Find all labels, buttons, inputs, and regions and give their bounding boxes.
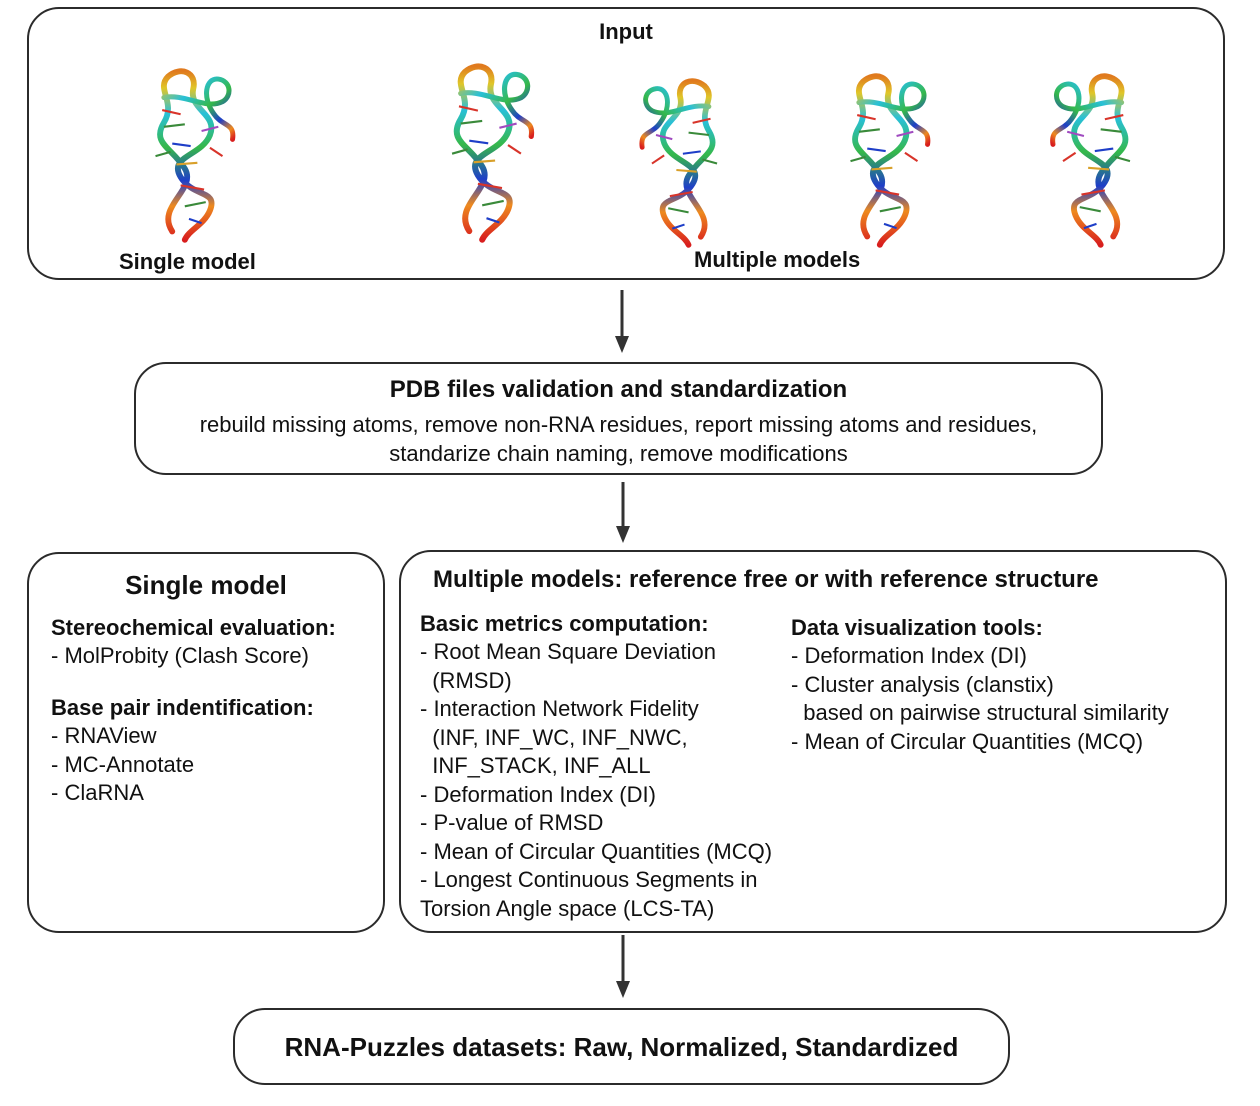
basepair-section: Base pair indentification: - RNAView - M… xyxy=(51,694,314,808)
list-item: (RMSD) xyxy=(420,667,512,693)
list-item: - Root Mean Square Deviation xyxy=(420,639,716,664)
arrow-down-icon xyxy=(615,290,629,353)
validation-title: PDB files validation and standardization xyxy=(389,376,848,403)
list-item: - MolProbity (Clash Score) xyxy=(51,643,309,668)
list-item: (INF, INF_WC, INF_NWC, xyxy=(420,724,688,750)
list-item: - ClaRNA xyxy=(51,780,144,805)
multi-rna-structure-4 xyxy=(1004,69,1189,249)
list-item: - P-value of RMSD xyxy=(420,810,604,835)
viz-tools-section: Data visualization tools: - Deformation … xyxy=(791,614,1169,756)
stereo-heading: Stereochemical evaluation: xyxy=(51,615,336,640)
list-item: based on pairwise structural similarity xyxy=(791,700,1169,725)
validation-line-2: standarize chain naming, remove modifica… xyxy=(389,441,848,466)
multi-rna-structure-2 xyxy=(607,74,762,249)
list-item: INF_STACK, INF_ALL xyxy=(420,753,651,778)
arrow-down-icon xyxy=(616,482,630,543)
list-item: - Interaction Network Fidelity xyxy=(420,696,699,721)
single-model-title: Single model xyxy=(125,570,287,600)
input-panel: Input Single model Multiple models xyxy=(27,7,1225,280)
basic-metrics-heading: Basic metrics computation: xyxy=(420,611,709,636)
list-item: Torsion Angle space (LCS-TA) xyxy=(420,895,715,921)
validation-box: PDB files validation and standardization… xyxy=(134,362,1103,475)
input-title: Input xyxy=(599,19,653,44)
multiple-models-box: Multiple models: reference free or with … xyxy=(399,550,1227,933)
multiple-models-title: Multiple models: reference free or with … xyxy=(433,566,1099,593)
arrow-down-icon xyxy=(616,935,630,998)
single-rna-structure xyxy=(129,64,249,244)
validation-line-1: rebuild missing atoms, remove non-RNA re… xyxy=(199,412,1038,437)
basepair-heading: Base pair indentification: xyxy=(51,695,314,720)
list-item: - Deformation Index (DI) xyxy=(420,781,656,807)
multiple-models-label: Multiple models xyxy=(694,247,861,272)
output-box: RNA-Puzzles datasets: Raw, Normalized, S… xyxy=(233,1008,1010,1085)
list-item: - Mean of Circular Quantities (MCQ) xyxy=(791,728,1144,754)
single-model-label: Single model xyxy=(119,249,256,274)
viz-tools-heading: Data visualization tools: xyxy=(791,615,1043,640)
multi-rna-structure-3 xyxy=(814,69,954,249)
basic-metrics-section: Basic metrics computation: - Root Mean S… xyxy=(420,610,772,923)
list-item: - RNAView xyxy=(51,723,157,748)
stereo-section: Stereochemical evaluation: - MolProbity … xyxy=(51,614,336,671)
list-item: - Longest Continuous Segments in xyxy=(420,867,758,892)
list-item: - Deformation Index (DI) xyxy=(791,643,1027,668)
output-title: RNA-Puzzles datasets: Raw, Normalized, S… xyxy=(284,1032,959,1062)
list-item: - Cluster analysis (clanstix) xyxy=(791,671,1054,697)
list-item: - Mean of Circular Quantities (MCQ) xyxy=(420,838,773,864)
list-item: - MC-Annotate xyxy=(51,751,195,777)
multi-rna-structure-1 xyxy=(429,59,544,244)
single-model-box: Single model Stereochemical evaluation: … xyxy=(27,552,385,933)
